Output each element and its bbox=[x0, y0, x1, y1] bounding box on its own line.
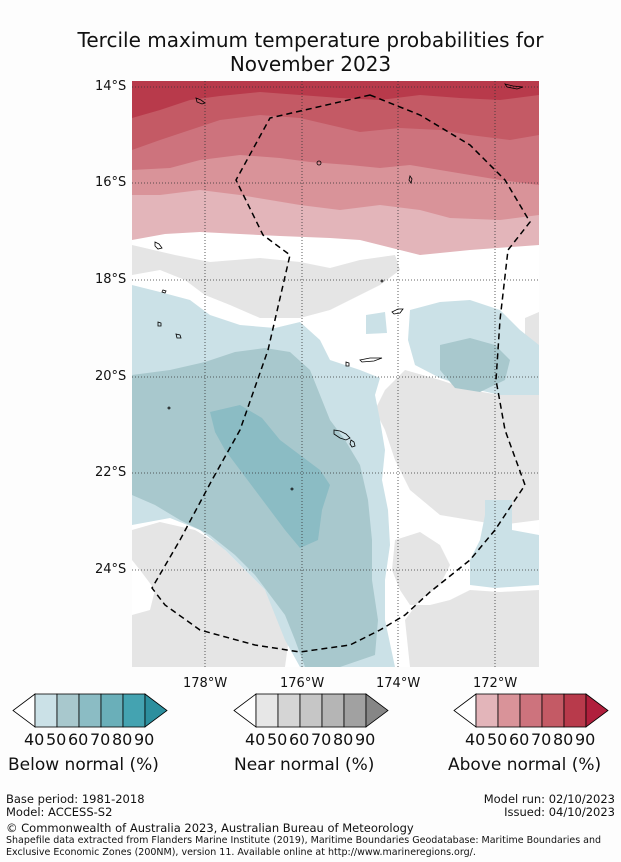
colorbar-upper-extend bbox=[144, 693, 168, 728]
below-normal-50-band-east bbox=[440, 338, 510, 392]
lat-label-18s: 18°S bbox=[95, 272, 127, 287]
below-normal-50-band bbox=[132, 348, 378, 667]
colorbar-lower-extend bbox=[233, 693, 257, 728]
islands bbox=[154, 83, 524, 491]
colorbar-segment bbox=[519, 693, 543, 728]
tick-label: 50 bbox=[487, 730, 508, 749]
tick-label: 90 bbox=[575, 730, 596, 749]
tick-label: 60 bbox=[509, 730, 530, 749]
tick-label: 70 bbox=[531, 730, 552, 749]
eez-boundary bbox=[151, 94, 531, 653]
colorbar-segment bbox=[563, 693, 587, 728]
tick-label: 50 bbox=[267, 730, 288, 749]
title-line-2: November 2023 bbox=[229, 52, 392, 76]
below-normal-colorbar bbox=[12, 693, 168, 728]
tick-label: 90 bbox=[134, 730, 155, 749]
colorbar-upper-extend bbox=[585, 693, 609, 728]
below-normal-legend-title: Below normal (%) bbox=[8, 755, 159, 775]
map-title: Tercile maximum temperature probabilitie… bbox=[0, 28, 621, 76]
colorbar-segment bbox=[56, 693, 80, 728]
near-normal-patch-southeast bbox=[392, 532, 539, 667]
lat-label-16s: 16°S bbox=[95, 175, 127, 190]
colorbar-lower-extend bbox=[12, 693, 36, 728]
colorbar-segment bbox=[299, 693, 323, 728]
issued-date: Issued: 04/10/2023 bbox=[504, 805, 615, 819]
model-run-date: Model run: 02/10/2023 bbox=[483, 792, 615, 806]
colorbar-segment bbox=[321, 693, 345, 728]
copyright: © Commonwealth of Australia 2023, Austra… bbox=[6, 821, 414, 835]
near-normal-patch-east bbox=[375, 370, 539, 525]
near-normal-colorbar bbox=[233, 693, 389, 728]
colorbar-upper-extend bbox=[365, 693, 389, 728]
colorbar-segment bbox=[78, 693, 102, 728]
colorbar-segment bbox=[475, 693, 499, 728]
colorbar-segment bbox=[541, 693, 565, 728]
near-normal-legend-title: Near normal (%) bbox=[234, 755, 375, 775]
colorbar-lower-extend bbox=[453, 693, 477, 728]
below-normal-40-islet bbox=[366, 312, 387, 334]
below-normal-40-band-se bbox=[470, 500, 539, 588]
tick-label: 40 bbox=[245, 730, 266, 749]
above-normal-legend-title: Above normal (%) bbox=[448, 755, 602, 775]
tick-label: 60 bbox=[68, 730, 89, 749]
lon-label-178w: 178°W bbox=[183, 676, 228, 691]
shapefile-credit-line-2: Exclusive Economic Zones (200NM), versio… bbox=[6, 847, 476, 858]
colorbar-segment bbox=[100, 693, 124, 728]
tick-label: 40 bbox=[465, 730, 486, 749]
tick-label: 90 bbox=[355, 730, 376, 749]
colorbar-segment bbox=[122, 693, 146, 728]
colorbar-segment bbox=[34, 693, 58, 728]
tick-label: 40 bbox=[24, 730, 45, 749]
tick-label: 70 bbox=[311, 730, 332, 749]
above-normal-colorbar bbox=[453, 693, 609, 728]
base-period: Base period: 1981-2018 bbox=[6, 792, 145, 806]
colorbar-segment bbox=[277, 693, 301, 728]
model-name: Model: ACCESS-S2 bbox=[6, 805, 113, 819]
tick-label: 80 bbox=[333, 730, 354, 749]
lat-label-20s: 20°S bbox=[95, 369, 127, 384]
tick-label: 60 bbox=[289, 730, 310, 749]
shapefile-credit: Shapefile data extracted from Flanders M… bbox=[6, 835, 606, 859]
colorbar-segment bbox=[255, 693, 279, 728]
lon-label-174w: 174°W bbox=[376, 676, 421, 691]
graticule bbox=[132, 81, 539, 667]
near-normal-patch-north bbox=[132, 245, 400, 318]
shapefile-credit-line-1: Shapefile data extracted from Flanders M… bbox=[6, 835, 602, 846]
tick-label: 70 bbox=[90, 730, 111, 749]
lat-label-22s: 22°S bbox=[95, 465, 127, 480]
colorbar-segment bbox=[497, 693, 521, 728]
lon-label-172w: 172°W bbox=[473, 676, 518, 691]
colorbar-segment bbox=[343, 693, 367, 728]
tick-label: 50 bbox=[46, 730, 67, 749]
above-normal-70-band bbox=[132, 81, 539, 150]
near-normal-patch-southwest bbox=[132, 522, 290, 667]
tick-label: 80 bbox=[553, 730, 574, 749]
title-line-1: Tercile maximum temperature probabilitie… bbox=[77, 28, 544, 52]
lat-label-24s: 24°S bbox=[95, 562, 127, 577]
below-normal-60-band bbox=[210, 405, 330, 548]
lat-label-14s: 14°S bbox=[95, 79, 127, 94]
lon-label-176w: 176°W bbox=[280, 676, 325, 691]
above-normal-80-band bbox=[132, 81, 539, 118]
tick-label: 80 bbox=[112, 730, 133, 749]
